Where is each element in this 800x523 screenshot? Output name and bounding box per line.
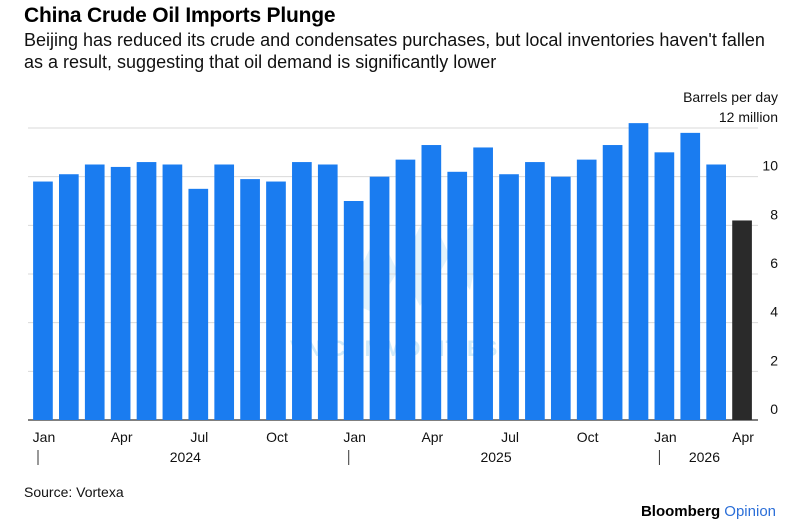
bar-2026-02 [680, 132, 701, 420]
bar-2024-04 [110, 166, 131, 420]
y-tick-label: 0 [770, 401, 778, 417]
x-tick-label: Apr [421, 429, 443, 445]
x-axis: Jan Apr Jul Oct Jan Apr Jul Oct Jan Apr 2024 2025 20… [33, 429, 754, 465]
brand-suffix: Opinion [724, 503, 776, 520]
x-tick-label: Jan [343, 429, 366, 445]
source-note: Source: Vortexa [24, 484, 124, 500]
x-tick-label: Jan [654, 429, 677, 445]
x-tick-label: Apr [732, 429, 754, 445]
bar-2025-08 [525, 162, 545, 421]
x-tick-label: Oct [266, 429, 288, 445]
bar-2024-10 [266, 181, 286, 420]
bar-2025-11 [602, 145, 623, 421]
bar-2024-05 [136, 162, 157, 421]
chart-title: China Crude Oil Imports Plunge [24, 4, 336, 27]
bar-2025-02 [369, 176, 390, 420]
brand-logo: Bloomberg Opinion [641, 503, 776, 520]
y-axis-top-tick-label: 12 million [718, 109, 778, 125]
bar-2026-03 [706, 164, 726, 420]
y-axis-ticks: 0 2 4 6 8 10 [762, 158, 778, 417]
x-tick-label: Jul [501, 429, 519, 445]
brand-name: Bloomberg [640, 503, 721, 520]
y-tick-label: 6 [770, 255, 778, 271]
x-tick-label: Oct [577, 429, 599, 445]
year-label: 2026 [689, 449, 720, 465]
bar-2024-07 [188, 188, 209, 420]
bars [33, 123, 752, 421]
y-tick-label: 2 [770, 352, 778, 368]
bar-2024-03 [84, 164, 105, 420]
bar-2025-03 [395, 159, 416, 420]
bar-2025-12 [628, 123, 649, 420]
year-label: 2025 [480, 449, 511, 465]
y-tick-label: 4 [770, 304, 778, 320]
bar-2025-01 [343, 201, 364, 420]
bar-2025-04 [421, 145, 442, 421]
y-axis-unit: Barrels per day 12 million [683, 87, 778, 127]
bar-2024-12 [317, 164, 338, 420]
bar-2024-06 [162, 164, 183, 420]
bar-2024-02 [59, 174, 79, 420]
y-axis-unit-label: Barrels per day [683, 89, 778, 105]
y-tick-label: 10 [762, 158, 778, 174]
bar-2024-09 [240, 179, 260, 420]
bar-2026-01 [654, 152, 675, 421]
bar-2025-05 [447, 171, 468, 420]
bar-2025-10 [576, 159, 597, 420]
bar-2025-09 [550, 176, 571, 420]
bar-2024-01 [33, 181, 53, 420]
bar-2025-07 [499, 174, 519, 420]
bar-2026-04 [732, 220, 752, 420]
year-label: 2024 [170, 449, 201, 465]
x-tick-label: Jul [190, 429, 208, 445]
x-tick-label: Apr [111, 429, 133, 445]
y-tick-label: 8 [770, 206, 778, 222]
bar-2024-08 [214, 164, 235, 420]
bar-2025-06 [473, 147, 493, 420]
chart-subtitle: Beijing has reduced its crude and conden… [24, 30, 765, 72]
x-tick-label: Jan [33, 429, 56, 445]
bar-2024-11 [292, 162, 312, 421]
